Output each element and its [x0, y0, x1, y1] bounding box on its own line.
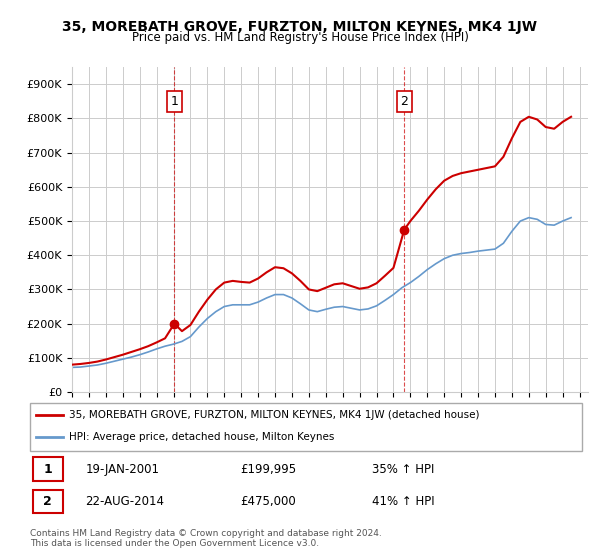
Text: This data is licensed under the Open Government Licence v3.0.: This data is licensed under the Open Gov…: [30, 539, 319, 548]
Text: £475,000: £475,000: [240, 494, 296, 508]
Text: 2: 2: [43, 494, 52, 508]
Text: 41% ↑ HPI: 41% ↑ HPI: [372, 494, 435, 508]
Text: 35% ↑ HPI: 35% ↑ HPI: [372, 463, 434, 475]
Text: Price paid vs. HM Land Registry's House Price Index (HPI): Price paid vs. HM Land Registry's House …: [131, 31, 469, 44]
Text: 19-JAN-2001: 19-JAN-2001: [85, 463, 159, 475]
Text: £199,995: £199,995: [240, 463, 296, 475]
FancyBboxPatch shape: [30, 403, 582, 451]
Text: 2: 2: [400, 95, 408, 108]
Text: Contains HM Land Registry data © Crown copyright and database right 2024.: Contains HM Land Registry data © Crown c…: [30, 529, 382, 538]
Text: 35, MOREBATH GROVE, FURZTON, MILTON KEYNES, MK4 1JW (detached house): 35, MOREBATH GROVE, FURZTON, MILTON KEYN…: [68, 410, 479, 420]
Text: HPI: Average price, detached house, Milton Keynes: HPI: Average price, detached house, Milt…: [68, 432, 334, 442]
Text: 22-AUG-2014: 22-AUG-2014: [85, 494, 164, 508]
Text: 35, MOREBATH GROVE, FURZTON, MILTON KEYNES, MK4 1JW: 35, MOREBATH GROVE, FURZTON, MILTON KEYN…: [62, 20, 538, 34]
FancyBboxPatch shape: [33, 458, 63, 480]
Text: 1: 1: [43, 463, 52, 475]
Text: 1: 1: [170, 95, 178, 108]
FancyBboxPatch shape: [33, 489, 63, 513]
